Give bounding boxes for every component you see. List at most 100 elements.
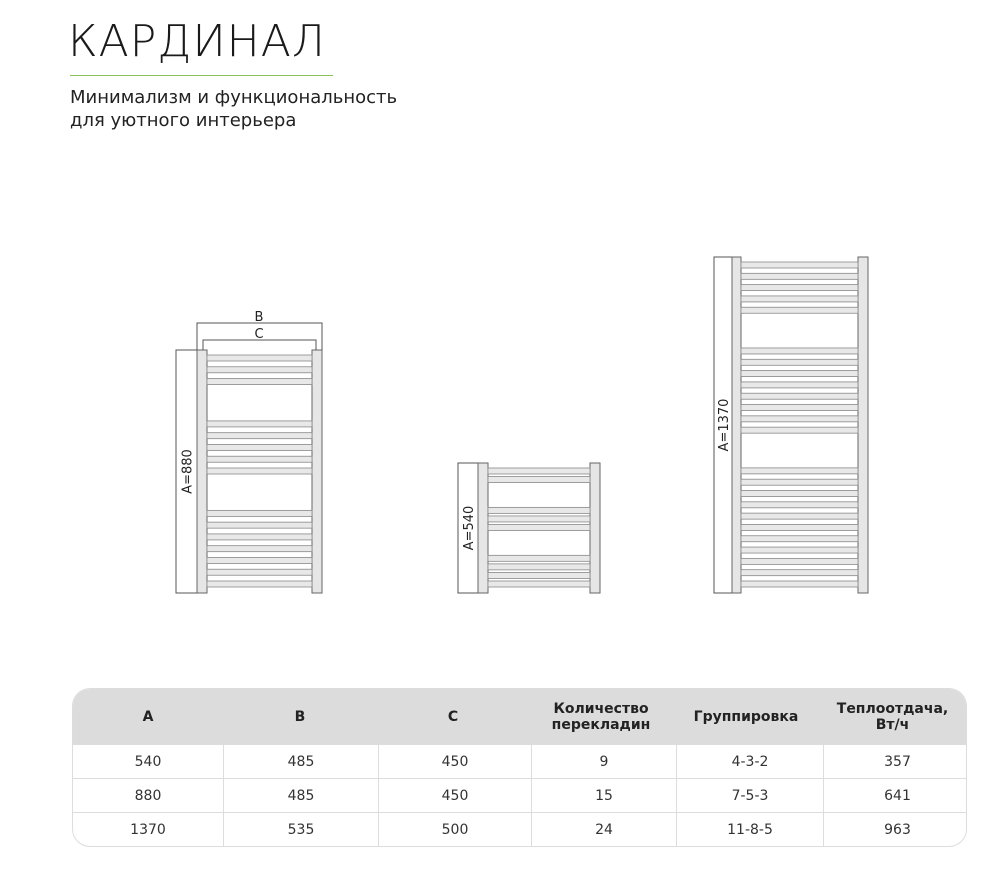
column-header-text: Группировка xyxy=(693,708,799,725)
page-title: КАРДИНАЛ xyxy=(68,16,326,67)
crossbar xyxy=(206,568,313,576)
dimension-label-c: C xyxy=(254,327,263,342)
crossbar xyxy=(206,455,313,463)
crossbar xyxy=(740,370,859,377)
left-rail xyxy=(196,349,208,594)
crossbar xyxy=(206,444,313,451)
crossbar xyxy=(206,509,313,517)
crossbar xyxy=(206,557,313,564)
column-header-text: Вт/ч xyxy=(875,716,910,733)
table-cell: 485 xyxy=(224,744,379,778)
table-cell: 963 xyxy=(824,812,966,846)
crossbar xyxy=(206,420,313,428)
dimension-line-c xyxy=(202,339,317,350)
table-cell: 4-3-2 xyxy=(677,744,824,778)
crossbar xyxy=(206,545,313,553)
column-header-text: B xyxy=(294,708,306,725)
table-cell: 24 xyxy=(532,812,677,846)
right-rail xyxy=(311,349,323,594)
column-header: Количество перекладин xyxy=(529,689,673,744)
crossbar xyxy=(206,467,313,475)
column-header: C xyxy=(377,689,529,744)
crossbar xyxy=(740,284,859,292)
title-underline xyxy=(70,75,333,76)
crossbar xyxy=(740,490,859,497)
column-header: A xyxy=(73,689,223,744)
dimension-label-a: A=1370 xyxy=(717,399,732,452)
crossbar xyxy=(487,563,591,571)
crossbar xyxy=(740,524,859,531)
crossbar xyxy=(487,476,591,483)
table-cell: 535 xyxy=(224,812,379,846)
crossbar xyxy=(206,378,313,385)
dimension-label-a: A=880 xyxy=(181,449,196,494)
table-cell: 357 xyxy=(824,744,966,778)
crossbar xyxy=(487,506,591,514)
crossbar xyxy=(740,501,859,509)
left-rail xyxy=(731,256,742,594)
crossbar xyxy=(740,546,859,554)
crossbar xyxy=(740,535,859,543)
left-rail xyxy=(477,462,489,594)
table-row: 1370 535 500 24 11-8-5 963 xyxy=(73,812,966,846)
dimension-label-b: B xyxy=(255,310,264,325)
crossbar xyxy=(740,295,859,303)
table-cell: 880 xyxy=(73,778,224,812)
table-cell: 9 xyxy=(532,744,677,778)
crossbar xyxy=(740,478,859,486)
crossbar xyxy=(740,467,859,475)
crossbar xyxy=(740,404,859,411)
table-cell: 1370 xyxy=(73,812,224,846)
column-header: Теплоотдача, Вт/ч xyxy=(819,689,966,744)
table-cell: 11-8-5 xyxy=(677,812,824,846)
crossbar xyxy=(740,381,859,389)
table-cell: 450 xyxy=(379,778,532,812)
crossbar xyxy=(740,580,859,588)
table-row: 540 485 450 9 4-3-2 357 xyxy=(73,744,966,778)
crossbar xyxy=(206,580,313,588)
crossbar xyxy=(740,569,859,577)
table-cell: 500 xyxy=(379,812,532,846)
crossbar xyxy=(487,467,591,475)
subtitle-line: Минимализм и функциональность xyxy=(70,87,398,108)
crossbar xyxy=(206,432,313,440)
spec-table: A B C Количество перекладин Группировка Теплоо… xyxy=(72,688,967,847)
column-header: B xyxy=(223,689,377,744)
crossbar xyxy=(487,515,591,523)
crossbar xyxy=(206,533,313,541)
crossbar xyxy=(740,426,859,434)
table-body: 540 485 450 9 4-3-2 357 880 485 450 15 7-5-3 641 137… xyxy=(73,744,966,846)
crossbar xyxy=(740,358,859,366)
table-cell: 7-5-3 xyxy=(677,778,824,812)
crossbar xyxy=(206,521,313,529)
radiator-drawings: A=880 A=540 A=1370 BC xyxy=(175,256,869,594)
crossbar xyxy=(487,554,591,562)
column-header-text: Количество xyxy=(553,700,649,717)
crossbar xyxy=(206,366,313,374)
crossbar xyxy=(206,354,313,362)
right-rail xyxy=(857,256,869,594)
table-cell: 450 xyxy=(379,744,532,778)
column-header-text: Теплоотдача, xyxy=(836,700,949,717)
crossbar xyxy=(740,272,859,280)
column-header-text: A xyxy=(142,708,154,725)
column-header: Группировка xyxy=(673,689,819,744)
column-header-text: C xyxy=(447,708,459,725)
table-cell: 485 xyxy=(224,778,379,812)
dimension-label-a: A=540 xyxy=(462,506,477,551)
table-cell: 641 xyxy=(824,778,966,812)
crossbar xyxy=(740,557,859,565)
crossbar xyxy=(487,524,591,531)
table-cell: 15 xyxy=(532,778,677,812)
crossbar xyxy=(740,261,859,269)
right-rail xyxy=(589,462,601,594)
column-header-text: перекладин xyxy=(551,716,651,733)
crossbar xyxy=(740,415,859,423)
table-header: A B C Количество перекладин Группировка Теплоо… xyxy=(73,689,966,744)
crossbar xyxy=(740,512,859,520)
crossbar xyxy=(487,580,591,588)
crossbar xyxy=(740,347,859,355)
dimension-line-b xyxy=(196,322,323,350)
crossbar xyxy=(740,392,859,400)
